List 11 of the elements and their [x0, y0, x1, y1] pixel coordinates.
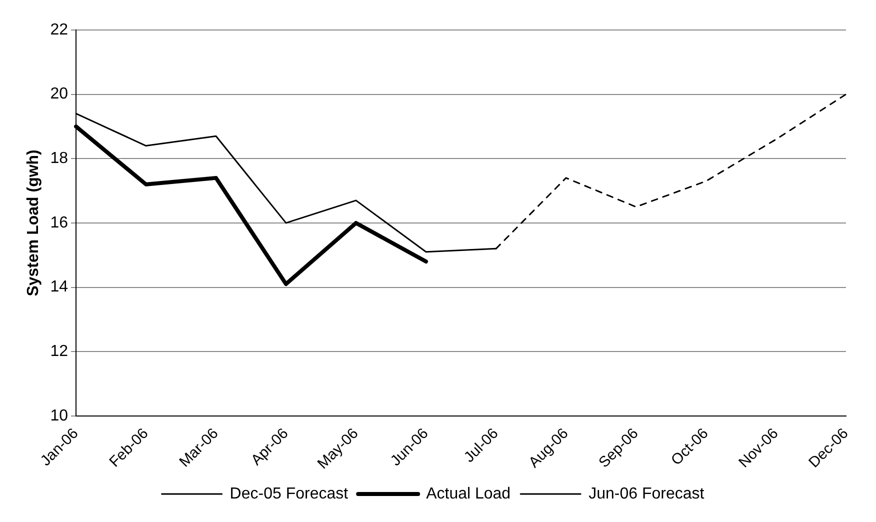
y-tick-label: 10	[50, 407, 68, 424]
y-tick-label: 22	[50, 21, 68, 38]
y-tick-label: 20	[50, 86, 68, 103]
legend-label: Actual Load	[426, 485, 511, 502]
y-tick-label: 16	[50, 214, 68, 232]
y-tick-label: 14	[50, 278, 68, 296]
y-tick-label: 12	[50, 342, 68, 360]
y-axis-title: System Load (gwh)	[25, 150, 42, 296]
legend-label: Dec-05 Forecast	[230, 485, 349, 502]
legend-label: Jun-06 Forecast	[588, 485, 705, 502]
y-tick-label: 18	[50, 150, 68, 168]
